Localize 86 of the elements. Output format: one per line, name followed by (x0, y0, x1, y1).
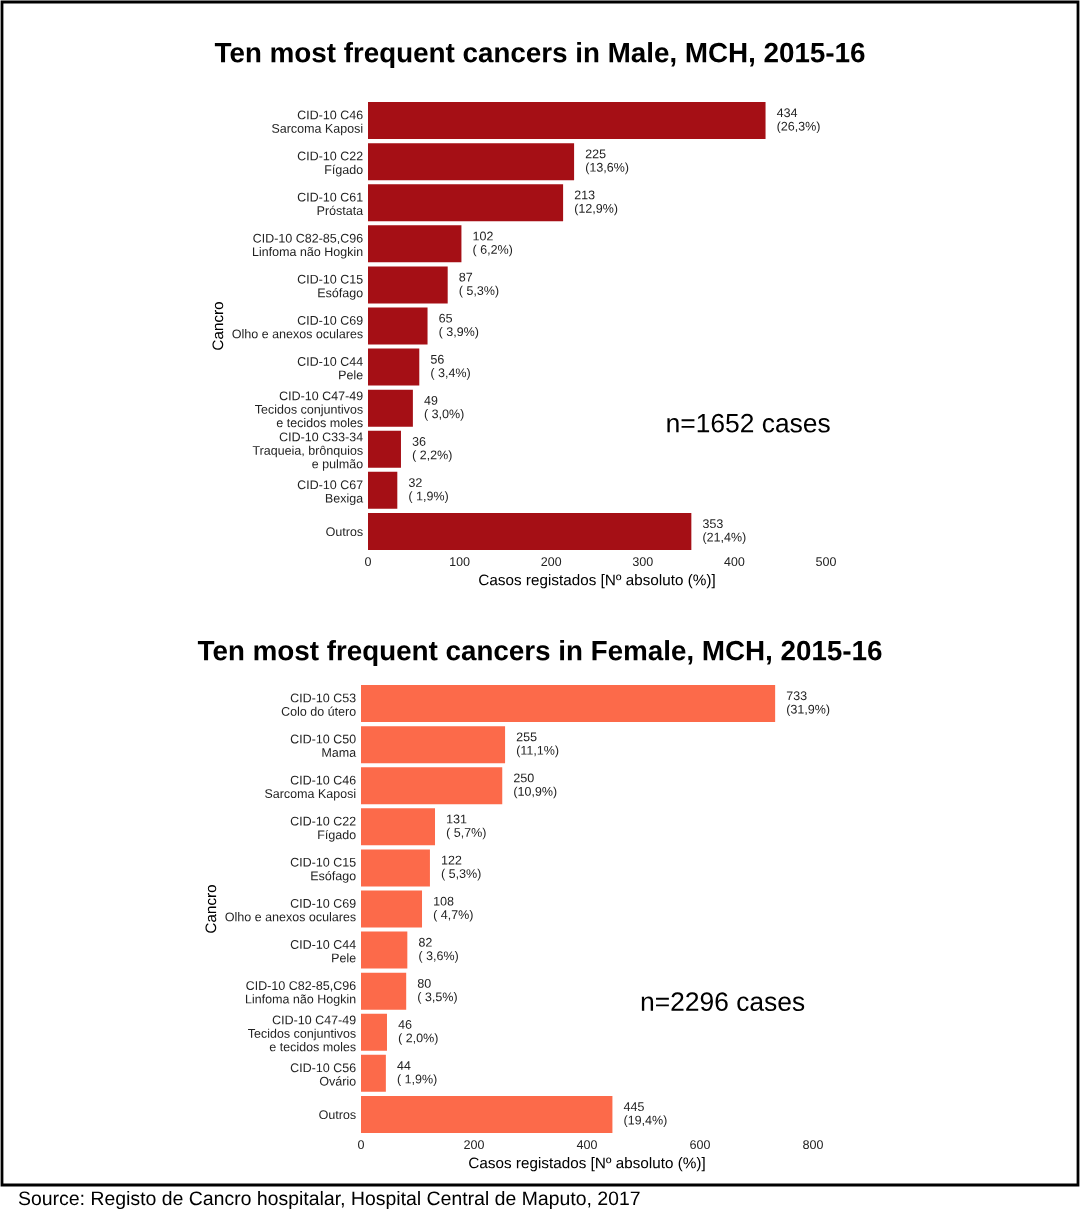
data-label: 255 (11,1%) (516, 732, 559, 758)
data-label: 445 (19,4%) (623, 1102, 667, 1128)
y-tick-label: Outros (319, 1110, 356, 1120)
y-tick-label: CID-10 C47-49 Tecidos conjuntivos e tecidos moles (255, 391, 363, 428)
data-label: 434 (26,3%) (776, 108, 820, 134)
bar (361, 767, 503, 805)
x-tick-label: 200 (464, 1140, 484, 1150)
x-tick-label: 400 (576, 1140, 597, 1150)
bar (361, 685, 776, 723)
data-label: 102 ( 6,2%) (473, 231, 513, 257)
data-label: 108 ( 4,7%) (433, 896, 473, 922)
bar (368, 389, 413, 427)
x-tick-label: 0 (358, 1140, 364, 1150)
x-tick-label: 100 (450, 557, 470, 567)
chart-title: Ten most frequent cancers in Female, MCH, 2015-16 (197, 640, 882, 666)
data-label: 122 ( 5,3%) (441, 855, 481, 881)
data-label: 32 ( 1,9%) (408, 478, 448, 503)
bar (368, 102, 766, 140)
y-tick-label: CID-10 C69 Olho e anexos oculares (232, 315, 363, 339)
y-tick-label: CID-10 C50 Mama (290, 734, 357, 757)
data-label: 213 (12,9%) (574, 190, 618, 216)
bar (361, 808, 436, 846)
data-label: 36 ( 2,2%) (412, 437, 452, 462)
data-label: 56 ( 3,4%) (430, 354, 470, 380)
x-tick-label: 0 (365, 557, 371, 567)
data-label: 49 ( 3,0%) (424, 395, 464, 421)
y-tick-label: CID-10 C53 Colo do útero (281, 693, 356, 716)
y-tick-label: CID-10 C22 Fígado (290, 816, 356, 842)
y-tick-label: CID-10 C15 Esófago (297, 274, 363, 300)
data-label: 250 (10,9%) (513, 773, 557, 799)
source-note: Source: Registo de Cancro hospitalar, Hospital Central de Maputo, 2017 (18, 1190, 640, 1210)
y-axis-title: Cancro (205, 885, 217, 933)
y-axis-title: Cancro (212, 302, 224, 350)
annotation: n=2296 cases (641, 992, 805, 1011)
bar (368, 225, 462, 263)
y-tick-label: CID-10 C69 Olho e anexos oculares (225, 898, 356, 922)
x-tick-label: 800 (803, 1140, 823, 1150)
data-label: 733 (31,9%) (786, 691, 830, 717)
bar (368, 143, 575, 181)
bar (361, 972, 407, 1010)
bar (368, 430, 401, 468)
y-tick-label: CID-10 C61 Próstata (297, 192, 364, 216)
x-tick-label: 500 (816, 557, 836, 567)
data-label: 65 ( 3,9%) (439, 313, 479, 339)
bar (368, 184, 564, 222)
data-label: 44 ( 1,9%) (397, 1061, 437, 1086)
y-tick-label: CID-10 C82-85,C96 Linfoma não Hogkin (252, 233, 363, 259)
bar (361, 1054, 386, 1092)
bar (368, 307, 428, 345)
bar (361, 849, 430, 887)
data-label: 225 (13,6%) (585, 149, 629, 175)
bar (368, 471, 398, 509)
data-label: 87 ( 5,3%) (459, 272, 499, 298)
bar (368, 512, 692, 550)
bar (368, 348, 420, 386)
data-label: 80 ( 3,5%) (417, 978, 457, 1004)
y-tick-label: CID-10 C15 Esófago (290, 857, 356, 883)
x-tick-label: 200 (541, 557, 562, 567)
data-label: 131 ( 5,7%) (446, 814, 486, 840)
y-tick-label: CID-10 C82-85,C96 Linfoma não Hogkin (245, 981, 356, 1006)
y-tick-label: CID-10 C33-34 Traqueia, brônquios e pulmão (252, 432, 363, 471)
y-tick-label: Outros (326, 527, 363, 537)
annotation: n=1652 cases (667, 413, 830, 433)
x-tick-label: 600 (690, 1140, 710, 1150)
y-tick-label: CID-10 C44 Pele (290, 940, 356, 963)
bar (361, 890, 423, 928)
x-tick-label: 400 (724, 557, 745, 567)
chart-title: Ten most frequent cancers in Male, MCH, 2015-16 (214, 42, 865, 68)
x-tick-label: 300 (632, 557, 653, 567)
y-tick-label: CID-10 C47-49 Tecidos conjuntivos e tecidos moles (248, 1015, 356, 1052)
bar (361, 931, 408, 969)
y-tick-label: CID-10 C56 Ovário (290, 1063, 356, 1086)
bar (361, 1013, 387, 1051)
y-tick-label: CID-10 C22 Fígado (297, 151, 363, 177)
bar (368, 266, 448, 304)
data-label: 353 (21,4%) (702, 519, 746, 545)
y-tick-label: CID-10 C67 Bexiga (297, 480, 364, 506)
bar (361, 1095, 613, 1133)
y-tick-label: CID-10 C46 Sarcoma Kaposi (272, 110, 363, 136)
x-axis-title: Casos registados [Nº absoluto (%)] (469, 1157, 705, 1172)
data-label: 46 ( 2,0%) (398, 1020, 438, 1045)
y-tick-label: CID-10 C44 Pele (297, 357, 363, 380)
y-tick-label: CID-10 C46 Sarcoma Kaposi (265, 775, 356, 801)
data-label: 82 ( 3,6%) (418, 937, 458, 963)
x-axis-title: Casos registados [Nº absoluto (%)] (479, 574, 715, 589)
bar (361, 726, 506, 764)
